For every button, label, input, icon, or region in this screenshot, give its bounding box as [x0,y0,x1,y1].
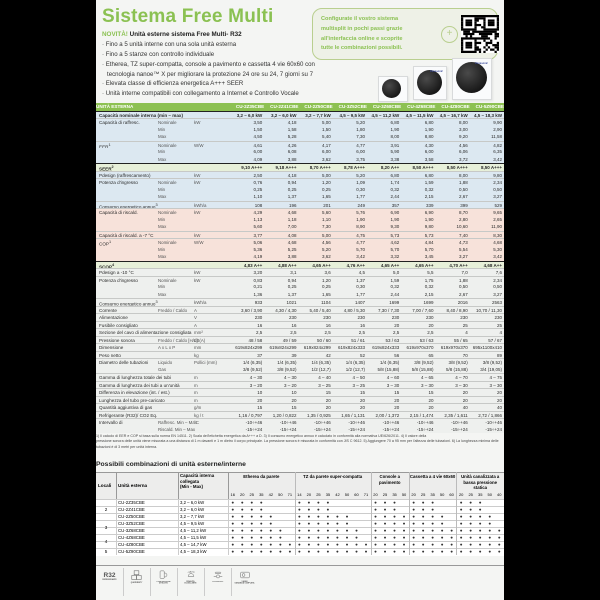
svg-text:-15°C: -15°C [187,570,194,574]
